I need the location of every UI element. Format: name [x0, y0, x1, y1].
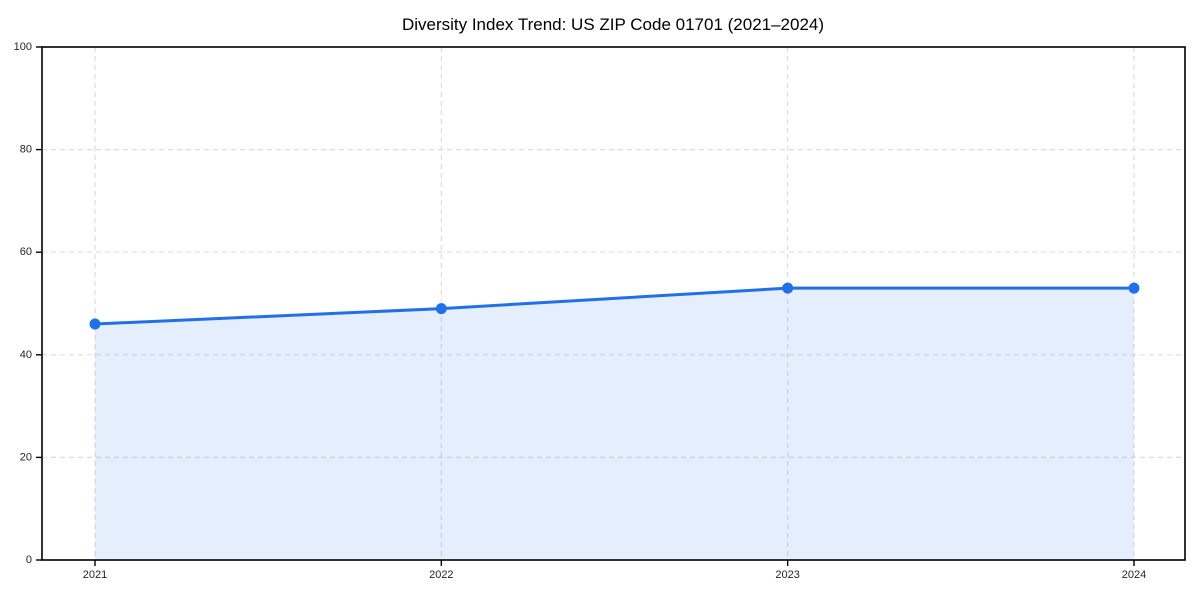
- y-tick-label: 40: [20, 349, 32, 361]
- data-point-2021: [89, 318, 101, 330]
- data-point-2022: [435, 303, 447, 315]
- y-tick-label: 60: [20, 246, 32, 258]
- data-point-2023: [782, 282, 794, 294]
- y-tick-label: 0: [26, 554, 32, 566]
- y-tick-label: 20: [20, 451, 32, 463]
- trend-line: [93, 286, 1136, 326]
- x-tick-label: 2023: [775, 569, 799, 581]
- area-fill: [95, 288, 1134, 560]
- data-point-2024: [1128, 282, 1140, 294]
- y-tick-label: 100: [14, 41, 32, 53]
- x-tick-label: 2024: [1122, 569, 1146, 581]
- plot-border: [41, 46, 1186, 561]
- x-tick-label: 2021: [83, 569, 107, 581]
- x-tick-label: 2022: [429, 569, 453, 581]
- y-tick-label: 80: [20, 144, 32, 156]
- chart-title: Diversity Index Trend: US ZIP Code 01701…: [402, 15, 824, 34]
